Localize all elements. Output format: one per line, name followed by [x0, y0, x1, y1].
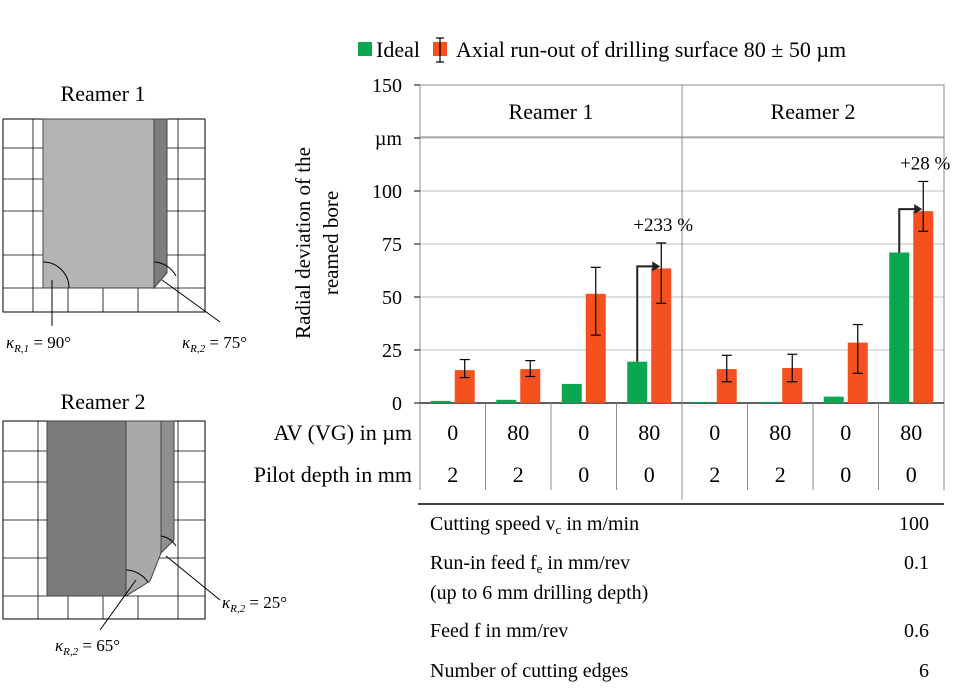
reamer-1-angle-b-label: κR,2 = 75° [182, 333, 247, 355]
annotation-arrow [898, 208, 916, 253]
av-value: 80 [507, 420, 529, 445]
reamer-2-title: Reamer 2 [61, 389, 146, 414]
param-label: Feed f in mm/rev [430, 620, 568, 642]
pilot-value: 0 [840, 462, 851, 487]
reamer-2-angle-b-label: κR,2 = 25° [222, 593, 287, 615]
param-value: 0.1 [904, 552, 929, 574]
reamer-2-leader-left [99, 579, 137, 631]
reamer-1-chamfer [153, 118, 168, 290]
bar-ideal [889, 252, 910, 403]
pilot-value: 2 [709, 462, 720, 487]
group-header-2: Reamer 2 [771, 99, 856, 124]
reamer-1-drawing: Reamer 1 κR,1 = 90° κR,2 = 75° [2, 81, 247, 355]
reamer-2-angle-a-label: κR,2 = 65° [55, 636, 120, 658]
param-label-line2: (up to 6 mm drilling depth) [430, 582, 648, 604]
reamer-2-angle-arc-left [125, 569, 149, 583]
av-value: 80 [769, 420, 791, 445]
reamer-2-chamfer [160, 420, 175, 555]
annotation-arrowhead [914, 204, 923, 215]
param-label: Cutting speed vc in m/min [430, 513, 639, 537]
bar-axial [716, 369, 737, 403]
y-axis-label: Radial deviation of the reamed bore [291, 147, 343, 339]
av-value: 0 [709, 420, 720, 445]
legend-ideal-swatch [358, 42, 372, 56]
pilot-value: 0 [578, 462, 589, 487]
bar-axial [520, 369, 541, 403]
annotation-label: +233 % [633, 215, 693, 236]
bar-axial [651, 268, 672, 403]
reamer-1-title: Reamer 1 [61, 81, 146, 106]
pilot-value: 2 [775, 462, 786, 487]
param-label: Run-in feed fe in mm/rev [430, 552, 630, 576]
bar-ideal [430, 400, 451, 403]
legend-axial-label: Axial run-out of drilling surface 80 ± 5… [456, 37, 846, 62]
reamer-2-body [46, 420, 127, 597]
reamer-1-angle-a-label: κR,1 = 90° [6, 333, 71, 355]
pilot-value: 0 [644, 462, 655, 487]
y-tick-label: 50 [382, 287, 402, 309]
reamer-2-angle-arc-right [160, 535, 177, 547]
param-value: 100 [899, 513, 929, 535]
y-unit-label: µm [375, 128, 403, 150]
y-tick-label: 75 [382, 234, 402, 256]
row-label-pilot: Pilot depth in mm [254, 462, 412, 487]
parameter-table: Cutting speed vc in m/min 100 Run-in feed … [418, 503, 944, 682]
group-header-1: Reamer 1 [509, 99, 594, 124]
bar-ideal [692, 401, 713, 403]
av-value: 0 [578, 420, 589, 445]
pilot-value: 0 [906, 462, 917, 487]
bar-axial [454, 370, 475, 403]
bar-ideal [561, 383, 582, 403]
pilot-value: 2 [513, 462, 524, 487]
legend: Ideal Axial run-out of drilling surface … [358, 37, 846, 63]
av-value: 0 [840, 420, 851, 445]
reamer-1-leader-right [161, 279, 221, 323]
av-value: 80 [638, 420, 660, 445]
plot-area: 0 25 50 75 100 µm 150 Reamer 1 Reamer 2 0 2 80 2 0 0 80… [254, 75, 951, 500]
reamer-2-leader-right [165, 555, 221, 601]
bar-axial [782, 368, 803, 403]
bar-ideal [627, 361, 648, 403]
y-tick-label: 0 [392, 393, 402, 415]
y-tick-label: 25 [382, 340, 402, 362]
annotation-arrowhead [652, 261, 661, 272]
reamer-2-side [125, 420, 162, 597]
annotation-label: +28 % [900, 153, 950, 174]
param-label: Number of cutting edges [430, 660, 628, 682]
bar-ideal [758, 401, 779, 403]
y-tick-label: 150 [372, 75, 402, 97]
reamer-1-body [42, 118, 155, 289]
reamer-1-angle-arc-left [42, 261, 70, 289]
pilot-value: 2 [447, 462, 458, 487]
legend-ideal-label: Ideal [376, 37, 420, 62]
av-value: 80 [900, 420, 922, 445]
av-value: 0 [447, 420, 458, 445]
bar-ideal [823, 396, 844, 403]
reamer-1-angle-arc-right [153, 261, 177, 277]
y-tick-label: 100 [372, 181, 402, 203]
param-value: 6 [919, 660, 929, 682]
param-value: 0.6 [904, 620, 929, 642]
bar-axial [913, 211, 934, 403]
reamer-2-drawing: Reamer 2 κR,2 = 65° κR,2 = 25° [2, 389, 287, 658]
annotation-arrow [636, 265, 654, 362]
bar-ideal [496, 399, 517, 403]
row-label-av: AV (VG) in µm [274, 420, 412, 445]
bar-axial [585, 293, 606, 403]
